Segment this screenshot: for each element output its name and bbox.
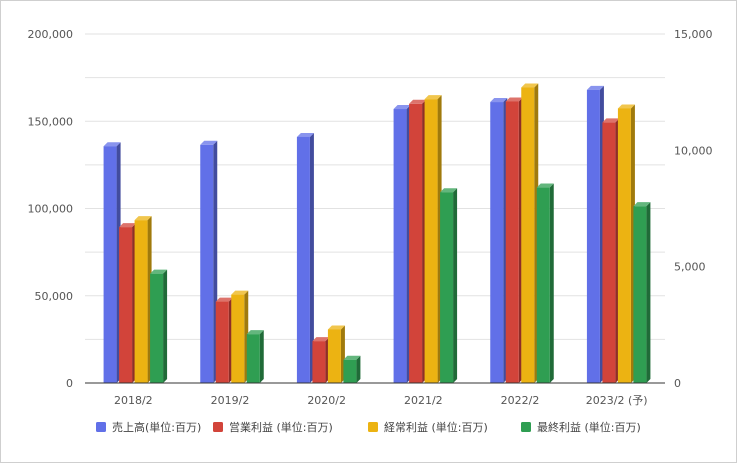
bar-top <box>586 85 604 90</box>
bar <box>521 87 535 383</box>
bar-top <box>312 337 330 342</box>
bar <box>296 136 310 383</box>
x-tick-label: 2018/2 <box>114 394 153 407</box>
bar-side <box>259 330 264 383</box>
bar-top <box>602 118 620 123</box>
x-tick-label: 2022/2 <box>501 394 540 407</box>
bar <box>536 187 550 383</box>
bar-top <box>505 97 523 102</box>
bar-top <box>296 132 314 137</box>
bar-side <box>356 355 361 383</box>
bar-top <box>215 297 233 302</box>
legend-label: 営業利益 (単位:百万) <box>229 420 333 434</box>
x-tick-label: 2021/2 <box>404 394 443 407</box>
legend-swatch <box>521 422 531 432</box>
bar <box>440 192 454 383</box>
bar-top <box>424 95 442 100</box>
bar-top <box>134 216 152 221</box>
bar-top <box>617 104 635 109</box>
legend-label: 経常利益 (単位:百万) <box>384 420 488 434</box>
bar <box>490 102 504 384</box>
bar-side <box>309 132 314 383</box>
bar-side <box>163 269 168 383</box>
bar <box>617 108 631 383</box>
bar-top <box>409 99 427 104</box>
bar-top <box>521 83 539 88</box>
bar <box>424 99 438 383</box>
bar <box>327 329 341 383</box>
bar <box>586 89 600 383</box>
bar-top <box>536 183 554 188</box>
y-left-tick-label: 0 <box>66 377 73 390</box>
bar-side <box>646 202 651 383</box>
bar-top <box>246 330 264 335</box>
bar <box>633 206 647 383</box>
bar-side <box>549 183 554 383</box>
y-left-tick-label: 200,000 <box>28 28 74 41</box>
legend-label: 最終利益 (単位:百万) <box>537 420 641 434</box>
legend-swatch <box>96 422 106 432</box>
bar-top <box>150 269 168 274</box>
bar <box>200 144 214 383</box>
x-tick-label: 2023/2 (予) <box>586 394 648 407</box>
y-right-tick-label: 0 <box>674 377 681 390</box>
legend-swatch <box>368 422 378 432</box>
y-left-tick-label: 100,000 <box>28 203 74 216</box>
bar-top <box>119 223 137 228</box>
bar-side <box>453 188 458 383</box>
bar-top <box>633 202 651 207</box>
bar <box>103 146 117 383</box>
bar-top <box>440 188 458 193</box>
y-right-tick-label: 10,000 <box>674 144 713 157</box>
bar <box>393 109 407 383</box>
bar <box>150 273 164 383</box>
bar-top <box>490 98 508 103</box>
bar <box>409 103 423 384</box>
bar <box>231 294 245 383</box>
y-right-tick-label: 5,000 <box>674 261 706 274</box>
y-left-tick-label: 50,000 <box>35 290 74 303</box>
x-tick-label: 2020/2 <box>307 394 346 407</box>
x-tick-label: 2019/2 <box>211 394 250 407</box>
bar <box>505 101 519 384</box>
bar <box>246 334 260 383</box>
bar-top <box>200 140 218 145</box>
y-left-tick-label: 150,000 <box>28 115 74 128</box>
y-right-tick-label: 15,000 <box>674 28 713 41</box>
legend-label: 売上高(単位:百万) <box>112 420 201 434</box>
legend-swatch <box>213 422 223 432</box>
bar-top <box>103 142 121 147</box>
bar-top <box>393 105 411 110</box>
bar-top <box>327 325 345 330</box>
bar <box>602 122 616 383</box>
bar <box>312 341 326 383</box>
bar <box>119 227 133 383</box>
bar <box>343 359 357 383</box>
bar <box>134 220 148 383</box>
bar <box>215 301 229 383</box>
bar-top <box>343 355 361 360</box>
bar-top <box>231 290 249 295</box>
